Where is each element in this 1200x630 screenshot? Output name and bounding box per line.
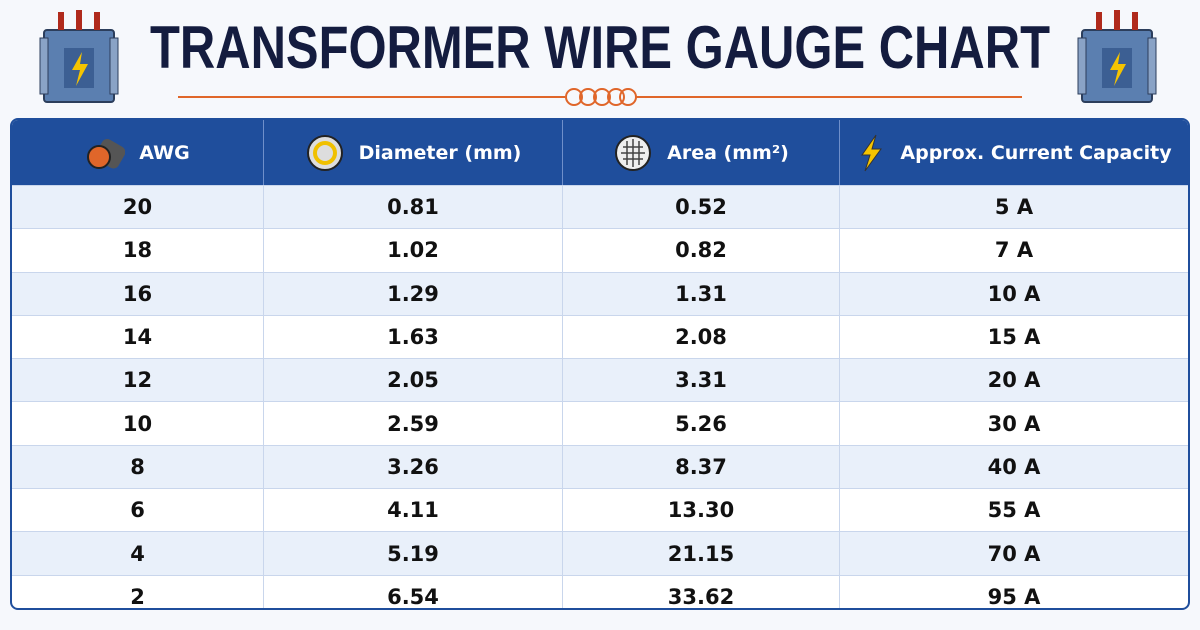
area-icon bbox=[615, 134, 652, 171]
table-cell: 7 A bbox=[994, 238, 1034, 263]
table-cell: 1.02 bbox=[264, 229, 563, 272]
table-cell: 2.05 bbox=[264, 359, 563, 402]
header-cell: Diameter (mm) bbox=[264, 120, 563, 185]
table-cell: 18 bbox=[12, 229, 264, 272]
table-cell: 13.30 bbox=[563, 489, 840, 532]
wire-icon bbox=[87, 138, 126, 169]
table-cell: 1.31 bbox=[563, 272, 840, 315]
table-row: 16 1.29 1.31 10 A bbox=[12, 271, 1188, 315]
table-cell: 1.63 bbox=[264, 315, 563, 359]
table-cell: 0.81 bbox=[264, 186, 563, 229]
table-row: 2 6.54 33.62 95 A bbox=[12, 574, 1188, 609]
table-cell: 5.26 bbox=[563, 402, 840, 445]
table-cell: 2.59 bbox=[264, 402, 563, 445]
header-text: AWG bbox=[139, 141, 190, 164]
table-cell: 30 A bbox=[987, 411, 1041, 436]
table: AWG Diameter (mm) Area (mm²) Approx. Cur… bbox=[10, 118, 1190, 610]
table-cell: 1.29 bbox=[264, 272, 563, 315]
header-cell: AWG bbox=[12, 120, 264, 185]
table-cell: 0.82 bbox=[563, 229, 840, 272]
divider bbox=[178, 88, 1022, 106]
table-cell: 20 bbox=[12, 186, 264, 229]
bolt-icon bbox=[861, 134, 883, 171]
table-cell: 2 bbox=[12, 575, 264, 608]
table-cell: 8 bbox=[12, 445, 264, 489]
table-cell: 3.31 bbox=[563, 359, 840, 402]
table-cell: 0.52 bbox=[563, 186, 840, 229]
header-text: Diameter (mm) bbox=[358, 141, 522, 164]
table-row: 18 1.02 0.82 7 A bbox=[12, 228, 1188, 272]
table-cell: 6.54 bbox=[264, 575, 563, 608]
table-cell: 21.15 bbox=[563, 532, 840, 575]
table-cell: 20 A bbox=[987, 368, 1041, 393]
table-cell: 70 A bbox=[987, 541, 1041, 566]
header-text: Approx. Current Capacity bbox=[900, 141, 1172, 164]
table-cell: 15 A bbox=[987, 325, 1041, 350]
table-row: 4 5.19 21.15 70 A bbox=[12, 531, 1188, 575]
table-row: 6 4.11 13.30 55 A bbox=[12, 488, 1188, 532]
table-cell: 55 A bbox=[987, 498, 1041, 523]
header: TRANSFORMER WIRE GAUGE CHART bbox=[39, 10, 1157, 106]
table-body: 20 0.81 0.52 5 A 18 1.02 0.82 7 A 16 1.29 1.31 10 A… bbox=[12, 185, 1188, 609]
table-cell: 95 A bbox=[987, 584, 1041, 609]
table-row: 10 2.59 5.26 30 A bbox=[12, 401, 1188, 445]
header-text: Area (mm²) bbox=[667, 141, 789, 164]
table-cell: 6 bbox=[12, 489, 264, 532]
transformer-icon bbox=[1077, 10, 1157, 103]
table-cell: 4.11 bbox=[264, 489, 563, 532]
table-header: AWG Diameter (mm) Area (mm²) Approx. Cur… bbox=[12, 120, 1188, 185]
table-cell: 10 A bbox=[987, 281, 1041, 306]
table-cell: 14 bbox=[12, 315, 264, 359]
table-cell: 2.08 bbox=[563, 315, 840, 359]
table-cell: 3.26 bbox=[264, 445, 563, 489]
transformer-icon bbox=[39, 10, 119, 103]
table-cell: 4 bbox=[12, 532, 264, 575]
table-cell: 40 A bbox=[987, 454, 1041, 479]
table-cell: 5.19 bbox=[264, 532, 563, 575]
table-cell: 33.62 bbox=[563, 575, 840, 608]
table-row: 14 1.63 2.08 15 A bbox=[12, 314, 1188, 359]
table-cell: 16 bbox=[12, 272, 264, 315]
table-cell: 12 bbox=[12, 359, 264, 402]
table-row: 12 2.05 3.31 20 A bbox=[12, 358, 1188, 402]
table-row: 20 0.81 0.52 5 A bbox=[12, 185, 1188, 229]
table-cell: 8.37 bbox=[563, 445, 840, 489]
diameter-icon bbox=[306, 134, 343, 171]
table-row: 8 3.26 8.37 40 A bbox=[12, 444, 1188, 489]
table-cell: 5 A bbox=[994, 195, 1034, 220]
table-cell: 10 bbox=[12, 402, 264, 445]
title: TRANSFORMER WIRE GAUGE CHART bbox=[150, 14, 1050, 81]
header-cell: Area (mm²) bbox=[563, 120, 840, 185]
header-cell: Approx. Current Capacity bbox=[840, 120, 1188, 185]
